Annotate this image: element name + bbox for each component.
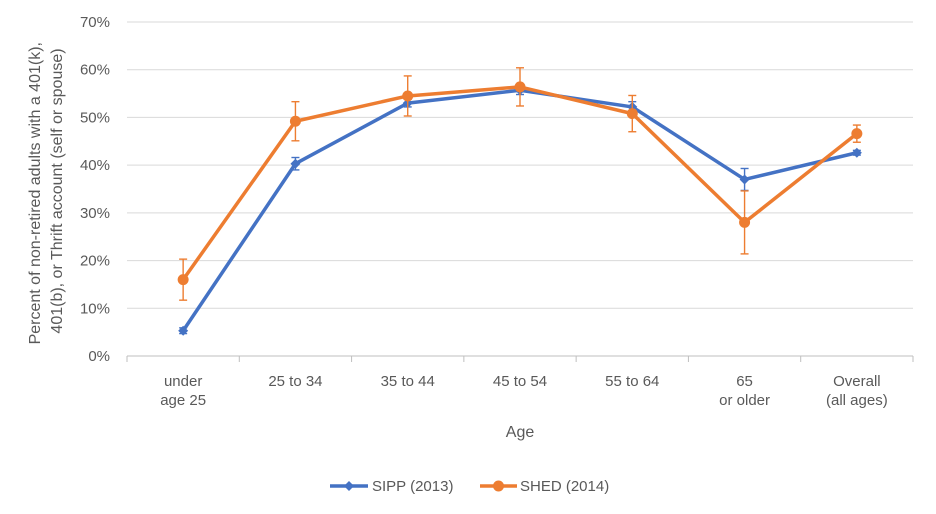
y-axis-title-line-1: Percent of non-retired adults with a 401… [27,42,44,344]
legend-item: SHED (2014) [480,478,609,495]
data-point [851,128,863,140]
x-tick-label: 55 to 64 [605,373,659,390]
y-tick-label: 10% [80,300,110,317]
x-tick-label-line: 55 to 64 [605,373,659,390]
x-tick-label-line: 35 to 44 [381,373,435,390]
x-axis-title: Age [506,424,535,441]
data-point [289,115,301,127]
series-shed [177,67,863,301]
y-tick-label: 70% [80,14,110,31]
legend-label: SHED (2014) [520,478,609,495]
y-tick-label: 30% [80,205,110,222]
x-tick-label: 65 or older [719,373,770,409]
x-tick-label-line: under [164,373,202,390]
y-tick-label: 50% [80,109,110,126]
y-axis-title-line-2: 401(b), or Thrift account (self or spous… [49,48,66,333]
x-tick-label-line: or older [719,392,770,409]
x-axis [126,355,914,362]
data-point [739,216,751,228]
data-point [514,81,526,93]
data-point [739,174,750,185]
x-tick-label-line: age 25 [160,392,206,409]
legend-item: SIPP (2013) [330,478,453,495]
data-point [402,90,414,102]
data-point [177,274,189,286]
data-point [626,108,638,120]
x-tick-label: 45 to 54 [493,373,547,390]
legend-marker [493,480,504,492]
y-tick-label: 20% [80,253,110,270]
legend: SIPP (2013) SHED (2014) [330,478,609,495]
x-tick-label-line: (all ages) [826,392,888,409]
x-tick-label: 35 to 44 [381,373,435,390]
legend-marker [344,481,354,491]
x-tick-label: 25 to 34 [268,373,322,390]
y-tick-label: 0% [88,348,110,365]
x-tick-label: under age 25 [160,373,206,409]
x-tick-label-line: 45 to 54 [493,373,547,390]
x-tick-label-line: 65 [736,373,753,390]
grid-lines [127,21,913,309]
x-tick-label-line: Overall [833,373,881,390]
data-point [178,325,189,336]
series-line [181,88,858,332]
legend-label: SIPP (2013) [372,478,453,495]
y-axis-title: Percent of non-retired adults with a 401… [27,38,66,345]
data-point [290,158,301,169]
series-group [177,67,863,336]
x-tick-labels: under age 25 25 to 34 35 to 44 45 to 54 55 to… [160,373,888,409]
x-tick-label-line: 25 to 34 [268,373,322,390]
data-point [851,147,862,158]
y-tick-label: 60% [80,62,110,79]
y-tick-labels: 0% 10% 20% 30% 40% 50% 60% 70% [80,14,110,365]
y-tick-label: 40% [80,157,110,174]
x-tick-label: Overall (all ages) [826,373,888,409]
